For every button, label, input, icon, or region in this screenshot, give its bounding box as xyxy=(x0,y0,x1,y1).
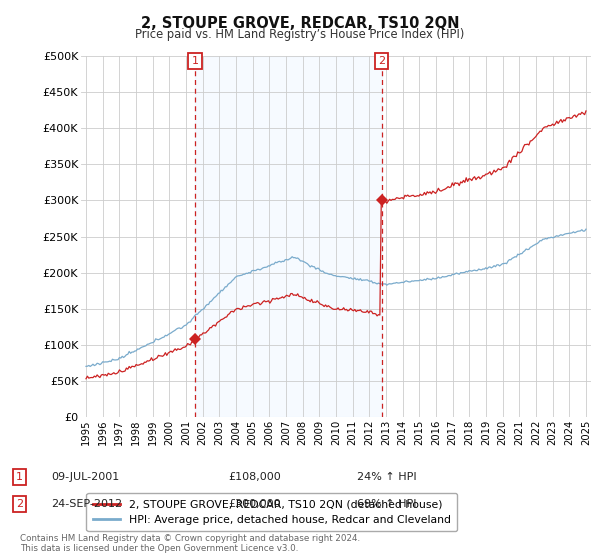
Text: 1: 1 xyxy=(16,472,23,482)
Text: 09-JUL-2001: 09-JUL-2001 xyxy=(51,472,119,482)
Text: 2: 2 xyxy=(378,56,385,66)
Text: 24% ↑ HPI: 24% ↑ HPI xyxy=(357,472,416,482)
Text: 2: 2 xyxy=(16,499,23,509)
Text: 1: 1 xyxy=(191,56,199,66)
Bar xyxy=(195,56,382,417)
Text: 69% ↑ HPI: 69% ↑ HPI xyxy=(357,499,416,509)
Text: Price paid vs. HM Land Registry’s House Price Index (HPI): Price paid vs. HM Land Registry’s House … xyxy=(136,28,464,41)
Text: £300,000: £300,000 xyxy=(228,499,281,509)
Text: 2, STOUPE GROVE, REDCAR, TS10 2QN: 2, STOUPE GROVE, REDCAR, TS10 2QN xyxy=(141,16,459,31)
Text: 24-SEP-2012: 24-SEP-2012 xyxy=(51,499,122,509)
Text: £108,000: £108,000 xyxy=(228,472,281,482)
Text: Contains HM Land Registry data © Crown copyright and database right 2024.
This d: Contains HM Land Registry data © Crown c… xyxy=(20,534,360,553)
Legend: 2, STOUPE GROVE, REDCAR, TS10 2QN (detached house), HPI: Average price, detached: 2, STOUPE GROVE, REDCAR, TS10 2QN (detac… xyxy=(86,493,457,531)
